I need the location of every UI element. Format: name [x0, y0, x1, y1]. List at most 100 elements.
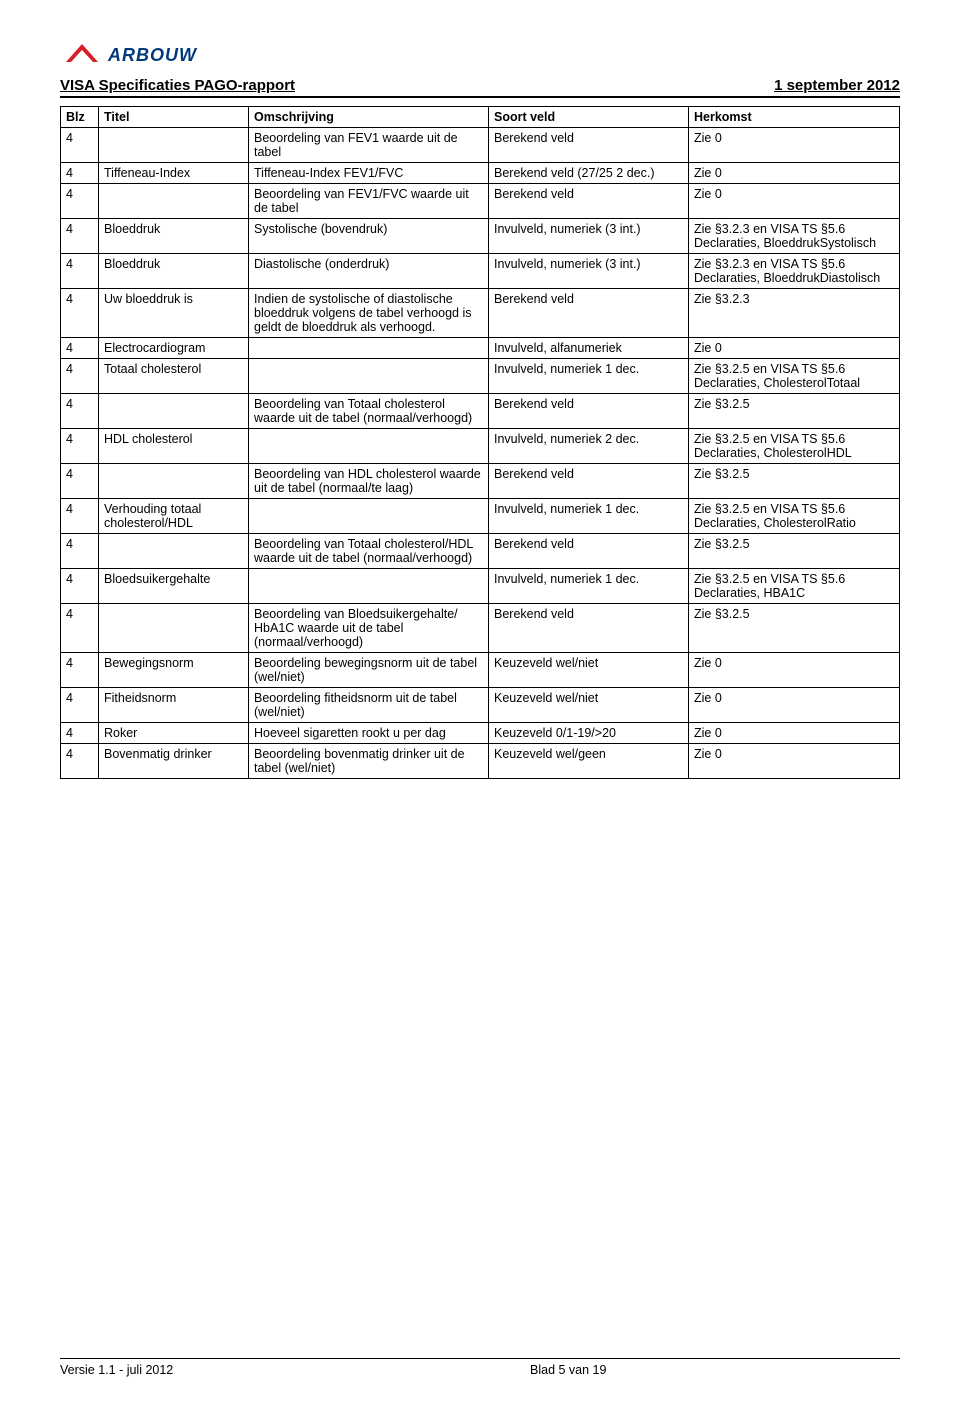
table-cell: Electrocardiogram	[99, 338, 249, 359]
table-cell: 4	[61, 219, 99, 254]
table-cell: 4	[61, 394, 99, 429]
table-cell: Zie 0	[689, 163, 900, 184]
table-cell: Bovenmatig drinker	[99, 744, 249, 779]
roof-icon	[60, 40, 104, 71]
table-cell: 4	[61, 744, 99, 779]
page-footer: Versie 1.1 - juli 2012 Blad 5 van 19	[60, 1358, 900, 1377]
table-cell: Beoordeling van Bloedsuikergehalte/ HbA1…	[249, 604, 489, 653]
table-row: 4Uw bloeddruk isIndien de systolische of…	[61, 289, 900, 338]
table-cell: Zie 0	[689, 128, 900, 163]
table-cell	[99, 534, 249, 569]
table-cell: Invulveld, numeriek (3 int.)	[489, 254, 689, 289]
table-cell: 4	[61, 254, 99, 289]
table-cell	[249, 499, 489, 534]
table-cell: Berekend veld	[489, 394, 689, 429]
table-cell: Zie 0	[689, 723, 900, 744]
table-cell: Uw bloeddruk is	[99, 289, 249, 338]
table-header: Blz Titel Omschrijving Soort veld Herkom…	[61, 107, 900, 128]
table-cell: Zie §3.2.5	[689, 604, 900, 653]
table-cell: 4	[61, 338, 99, 359]
table-cell: 4	[61, 128, 99, 163]
table-row: 4Verhouding totaal cholesterol/HDLInvulv…	[61, 499, 900, 534]
table-header-row: Blz Titel Omschrijving Soort veld Herkom…	[61, 107, 900, 128]
table-cell	[99, 394, 249, 429]
table-cell: 4	[61, 184, 99, 219]
footer-version: Versie 1.1 - juli 2012	[60, 1363, 430, 1377]
table-row: 4Electrocardiogram Invulveld, alfanumerie…	[61, 338, 900, 359]
table-row: 4HDL cholesterolInvulveld, numeriek 2 de…	[61, 429, 900, 464]
table-cell: Berekend veld	[489, 289, 689, 338]
table-cell: Berekend veld	[489, 184, 689, 219]
table-cell: Beoordeling bovenmatig drinker uit de ta…	[249, 744, 489, 779]
table-cell	[249, 429, 489, 464]
table-cell: Zie §3.2.5 en VISA TS §5.6 Declaraties, …	[689, 499, 900, 534]
table-cell: 4	[61, 359, 99, 394]
table-cell: Zie §3.2.5 en VISA TS §5.6 Declaraties, …	[689, 359, 900, 394]
table-cell: Bewegingsnorm	[99, 653, 249, 688]
table-cell: Fitheidsnorm	[99, 688, 249, 723]
table-cell: Hoeveel sigaretten rookt u per dag	[249, 723, 489, 744]
spec-table: Blz Titel Omschrijving Soort veld Herkom…	[60, 106, 900, 779]
table-cell: Invulveld, numeriek 1 dec.	[489, 499, 689, 534]
table-cell: Zie §3.2.5 en VISA TS §5.6 Declaraties, …	[689, 429, 900, 464]
table-cell: Invulveld, alfanumeriek	[489, 338, 689, 359]
table-cell: 4	[61, 464, 99, 499]
table-cell: 4	[61, 723, 99, 744]
table-cell: 4	[61, 569, 99, 604]
table-cell: 4	[61, 604, 99, 653]
table-cell: Keuzeveld wel/geen	[489, 744, 689, 779]
table-row: 4 Beoordeling van Bloedsuikergehalte/ HbA…	[61, 604, 900, 653]
table-cell: Zie §3.2.5 en VISA TS §5.6 Declaraties, …	[689, 569, 900, 604]
table-row: 4Bovenmatig drinkerBeoordeling bovenmati…	[61, 744, 900, 779]
col-header-titel: Titel	[99, 107, 249, 128]
table-cell: Beoordeling van HDL cholesterol waarde u…	[249, 464, 489, 499]
table-cell: Invulveld, numeriek 1 dec.	[489, 569, 689, 604]
table-row: 4BloeddrukDiastolische (onderdruk)Invulv…	[61, 254, 900, 289]
table-cell: 4	[61, 163, 99, 184]
footer-page: Blad 5 van 19	[430, 1363, 900, 1377]
col-header-herkomst: Herkomst	[689, 107, 900, 128]
col-header-soort: Soort veld	[489, 107, 689, 128]
table-row: 4Beoordeling van Totaal cholesterol/HDL …	[61, 534, 900, 569]
table-row: 4FitheidsnormBeoordeling fitheidsnorm ui…	[61, 688, 900, 723]
page-title: VISA Specificaties PAGO-rapport	[60, 77, 295, 94]
table-cell: Zie 0	[689, 653, 900, 688]
page-date: 1 september 2012	[774, 77, 900, 94]
table-cell: Keuzeveld wel/niet	[489, 653, 689, 688]
table-cell: Bloedsuikergehalte	[99, 569, 249, 604]
brand-logo: ARBOUW	[60, 40, 900, 71]
brand-name: ARBOUW	[108, 45, 197, 66]
table-cell	[99, 464, 249, 499]
table-cell	[249, 359, 489, 394]
table-cell: Roker	[99, 723, 249, 744]
table-cell: Zie §3.2.5	[689, 534, 900, 569]
table-cell: Berekend veld	[489, 534, 689, 569]
table-cell: 4	[61, 653, 99, 688]
table-cell: Bloeddruk	[99, 219, 249, 254]
table-cell: Tiffeneau-Index FEV1/FVC	[249, 163, 489, 184]
col-header-blz: Blz	[61, 107, 99, 128]
table-cell: Zie 0	[689, 338, 900, 359]
table-cell: 4	[61, 688, 99, 723]
table-cell: Invulveld, numeriek 2 dec.	[489, 429, 689, 464]
table-row: 4Beoordeling van FEV1 waarde uit de tabe…	[61, 128, 900, 163]
table-cell: Beoordeling van Totaal cholesterol waard…	[249, 394, 489, 429]
table-cell: HDL cholesterol	[99, 429, 249, 464]
table-cell: Berekend veld	[489, 604, 689, 653]
table-cell: Beoordeling bewegingsnorm uit de tabel (…	[249, 653, 489, 688]
table-cell	[99, 184, 249, 219]
table-cell: Zie §3.2.5	[689, 464, 900, 499]
table-cell	[99, 128, 249, 163]
table-cell: Indien de systolische of diastolische bl…	[249, 289, 489, 338]
table-row: 4BloeddrukSystolische (bovendruk)Invulve…	[61, 219, 900, 254]
table-row: 4 Beoordeling van HDL cholesterol waarde …	[61, 464, 900, 499]
page-header: VISA Specificaties PAGO-rapport 1 septem…	[60, 77, 900, 98]
table-cell: Beoordeling van Totaal cholesterol/HDL w…	[249, 534, 489, 569]
document-page: ARBOUW VISA Specificaties PAGO-rapport 1…	[0, 0, 960, 1407]
table-cell: Invulveld, numeriek 1 dec.	[489, 359, 689, 394]
table-body: 4Beoordeling van FEV1 waarde uit de tabe…	[61, 128, 900, 779]
table-row: 4Tiffeneau-IndexTiffeneau-Index FEV1/FVC…	[61, 163, 900, 184]
table-row: 4 Beoordeling van Totaal cholesterol waar…	[61, 394, 900, 429]
table-cell: Diastolische (onderdruk)	[249, 254, 489, 289]
table-row: 4Totaal cholesterolInvulveld, numeriek 1…	[61, 359, 900, 394]
